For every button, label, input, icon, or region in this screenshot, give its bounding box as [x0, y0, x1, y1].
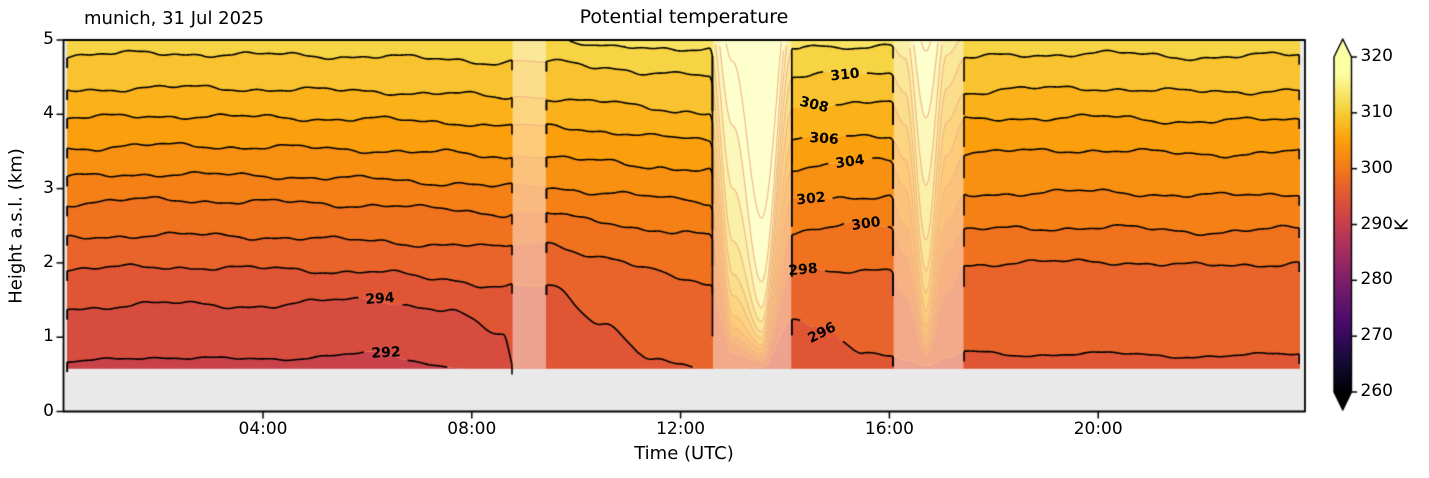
contour-label-306: 306	[809, 129, 840, 148]
contour-label-294: 294	[365, 289, 396, 308]
y-tick-label: 4	[43, 103, 54, 124]
x-tick-label: 16:00	[864, 419, 914, 439]
contour-label-300: 300	[850, 213, 882, 234]
colorbar-tick-label: 300	[1360, 157, 1393, 178]
colorbar-tick-label: 320	[1360, 46, 1393, 66]
x-tick-label: 12:00	[656, 419, 706, 439]
x-tick-label: 08:00	[447, 419, 497, 439]
y-tick-label: 2	[43, 251, 54, 272]
colorbar-tick-label: 260	[1360, 381, 1393, 401]
x-tick-label: 20:00	[1073, 419, 1123, 439]
y-tick-label: 1	[43, 326, 54, 347]
y-axis-label: Height a.s.l. (km)	[5, 148, 27, 304]
x-axis-label: Time (UTC)	[634, 443, 734, 464]
x-tick-label: 04:00	[238, 419, 288, 439]
contour-label-292: 292	[370, 344, 401, 362]
contour-label-310: 310	[829, 65, 861, 85]
colorbar-tick-label: 310	[1360, 101, 1393, 122]
colorbar-tick-label: 270	[1360, 325, 1393, 346]
colorbar-tick-label: 280	[1360, 269, 1393, 290]
colorbar-tick-label: 290	[1360, 213, 1393, 234]
contour-label-302: 302	[795, 189, 827, 209]
colorbar-label: K	[1391, 219, 1413, 231]
y-tick-label: 3	[43, 177, 54, 198]
location-date-annotation: munich, 31 Jul 2025	[84, 8, 264, 29]
contour-label-298: 298	[788, 261, 819, 280]
y-tick-label: 5	[43, 29, 54, 49]
y-tick-label: 0	[43, 400, 54, 421]
plot-title: Potential temperature	[579, 6, 789, 28]
